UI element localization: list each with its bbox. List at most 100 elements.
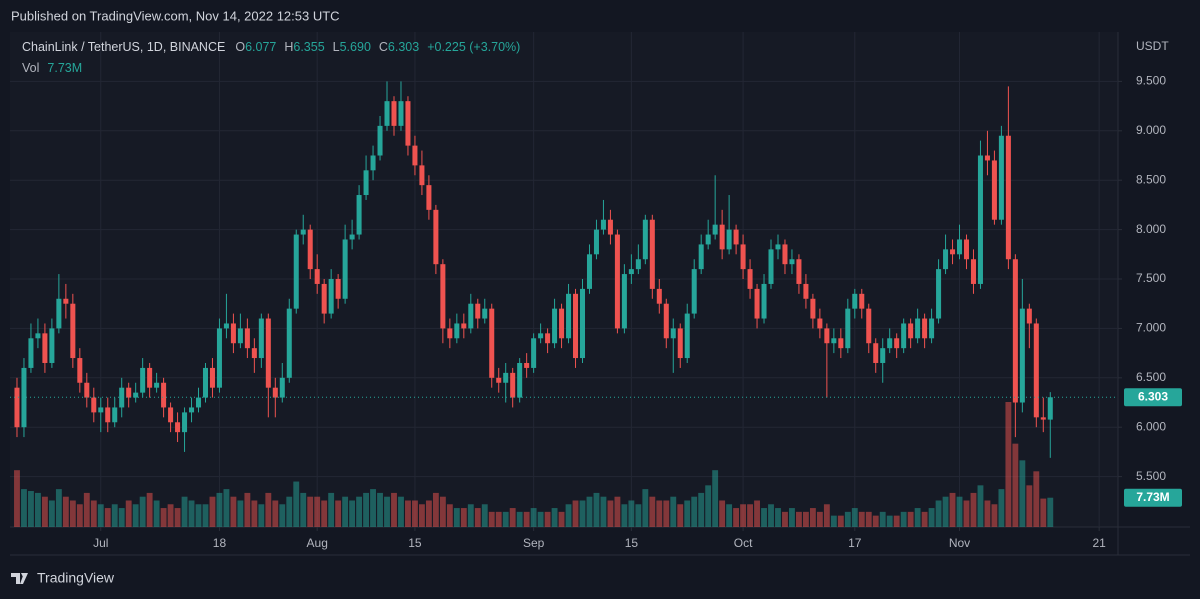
candle-body [70,303,76,359]
candle-body [202,367,209,398]
candle-body [566,293,572,339]
candle-body [300,229,306,235]
volume-bar [202,504,209,527]
candle-body [726,229,732,250]
volume-bar [670,496,677,527]
candle-body [593,229,599,255]
candle-body [251,348,257,359]
legend-change: +0.225 (+3.70%) [427,40,520,54]
candle-body [670,328,676,339]
volume-bar [565,504,572,527]
x-tick-label: Aug [307,536,328,550]
volume-bar [516,511,523,527]
legend-key: H [284,40,293,54]
candle-body [936,269,942,319]
volume-bar [356,496,363,527]
volume-bar [453,508,460,527]
candle-body [1033,323,1039,418]
candle-body [147,367,153,388]
candle-body [649,219,655,289]
last-volume-box [1124,488,1182,507]
candle-body [803,283,809,299]
volume-bar [230,496,237,527]
volume-bar [460,508,467,527]
volume-bar [663,500,670,527]
volume-bar [844,511,851,527]
volume-bar [754,500,760,527]
volume-bar [237,500,244,527]
volume-bar [837,515,844,527]
volume-bar [412,500,418,527]
volume-bar [209,496,216,527]
candle-body [328,279,334,314]
x-tick-label: 18 [213,536,227,550]
last-price-label: 6.303 [1138,389,1168,403]
candle-body [77,358,83,383]
candle-body [1040,417,1046,420]
last-volume-label: 7.73M [1136,490,1169,504]
volume-bar [286,496,293,527]
volume-bar [139,496,146,527]
candle-body [182,412,188,433]
volume-bar [14,470,20,527]
y-tick-label: 6.000 [1136,419,1166,433]
candle-body [691,269,697,314]
volume-bar [705,485,712,527]
volume-bar [537,511,544,527]
logo-mark [11,573,28,584]
legend-value: 6.303 [388,40,419,54]
volume-bar [153,500,160,527]
candle-body [412,145,418,166]
candle-body [237,328,243,344]
volume-bar [949,492,956,527]
candle-body [1026,308,1032,324]
candle-body [126,387,132,398]
volume-bar [216,492,223,527]
candle-body [98,407,104,413]
volume-bar [446,504,453,527]
volume-bar [907,511,914,527]
volume-bar [984,500,991,527]
candle-body [796,259,802,284]
volume-bar [733,508,740,527]
candle-body [112,407,118,423]
y-tick-label: 7.000 [1136,321,1166,335]
last-price-box [1124,388,1182,407]
candle-body [377,125,383,156]
volume-bar [572,500,579,527]
candle-body [754,288,760,319]
volume-bar [370,489,376,527]
candle-body [922,318,928,339]
candle-body [84,382,90,398]
candle-body [272,387,278,398]
candle-body [140,367,146,393]
candle-body [293,234,299,309]
volume-legend: Vol 7.73M [22,61,82,75]
volume-bar [195,504,202,527]
candle-body [356,195,362,235]
candle-body [607,219,613,235]
candle-body [866,308,872,344]
candle-body [531,338,537,368]
candle-body [970,259,976,284]
candle-body [880,348,886,363]
candle-body [517,362,523,398]
candle-body [663,303,669,339]
candle-body [705,234,711,245]
y-tick-label: 8.500 [1136,172,1166,186]
volume-bar [314,496,321,527]
volume-bar [160,508,167,527]
candle-body [335,279,341,299]
candle-body [419,165,425,186]
candle-body [503,372,509,383]
volume-bar [97,504,104,527]
volume-bar [942,496,949,527]
volume-bar [865,511,872,527]
candle-body [573,293,579,359]
volume-bar [956,496,963,527]
volume-bar [104,508,111,527]
candle-body [161,382,167,408]
volume-bar [747,504,753,527]
legend-value: 6.355 [293,40,324,54]
candle-body [209,367,215,388]
